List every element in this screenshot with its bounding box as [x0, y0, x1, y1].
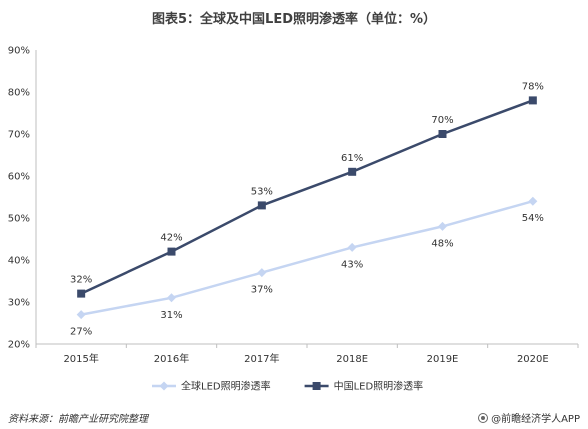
data-label: 78% [522, 81, 544, 92]
y-tick-label: 40% [8, 256, 30, 267]
y-tick-label: 20% [8, 340, 30, 351]
x-tick-label: 2020E [517, 354, 549, 365]
data-label: 27% [70, 327, 92, 338]
y-tick-label: 30% [8, 298, 30, 309]
y-tick-label: 80% [8, 88, 30, 99]
data-point-marker [167, 247, 176, 256]
credit-text: @前瞻经济学人APP [491, 414, 580, 425]
data-point-marker [257, 268, 267, 278]
y-tick-label: 70% [8, 130, 30, 141]
x-tick-label: 2019E [427, 354, 459, 365]
data-label: 37% [251, 285, 273, 296]
y-tick-label: 60% [8, 172, 30, 183]
data-point-marker [347, 242, 357, 252]
data-point-marker [528, 196, 538, 206]
data-label: 32% [70, 275, 92, 286]
legend-label: 中国LED照明渗透率 [334, 380, 424, 393]
chart-title: 图表5：全球及中国LED照明渗透率（单位：%） [151, 12, 437, 27]
data-label: 61% [341, 153, 363, 164]
data-label: 70% [431, 115, 453, 126]
data-label: 31% [160, 310, 182, 321]
legend-label: 全球LED照明渗透率 [181, 380, 271, 393]
y-tick-label: 50% [8, 214, 30, 225]
data-label: 54% [522, 213, 544, 224]
data-point-marker [76, 310, 86, 320]
legend-marker [159, 381, 169, 391]
data-point-marker [167, 293, 176, 303]
x-tick-label: 2018E [336, 354, 368, 365]
source-note: 资料来源：前瞻产业研究院整理 [8, 414, 148, 425]
series-line-2 [80, 99, 534, 295]
data-point-marker [77, 289, 86, 298]
data-point-marker [348, 167, 357, 176]
data-point-marker [528, 96, 537, 105]
series-line-1 [80, 199, 534, 316]
data-label: 53% [251, 186, 273, 197]
data-point-marker [257, 201, 266, 210]
data-point-marker [438, 130, 447, 138]
data-label: 48% [431, 238, 453, 249]
data-label: 43% [341, 259, 363, 270]
x-tick-label: 2016年 [154, 352, 189, 365]
credit-note: @前瞻经济学人APP [478, 410, 580, 425]
x-tick-label: 2017年 [244, 352, 279, 365]
data-point-marker [438, 221, 447, 231]
x-tick-label: 2015年 [63, 352, 98, 365]
data-label: 42% [160, 233, 182, 244]
y-tick-label: 90% [8, 46, 30, 57]
legend-marker [312, 382, 321, 390]
logo-icon [478, 413, 489, 423]
